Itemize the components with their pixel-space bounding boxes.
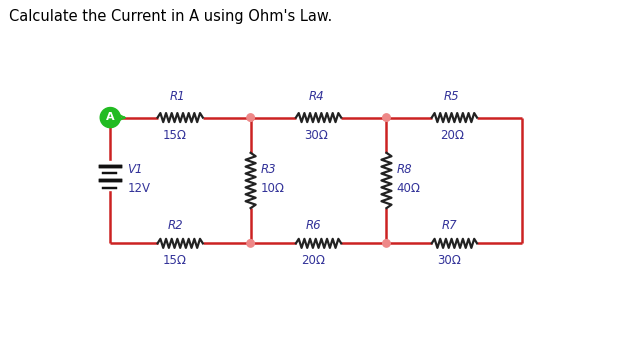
Text: 10Ω: 10Ω (261, 181, 285, 194)
Circle shape (100, 107, 120, 128)
Text: 20Ω: 20Ω (440, 129, 464, 142)
Text: R3: R3 (261, 163, 276, 176)
Text: R4: R4 (309, 91, 324, 104)
Text: Calculate the Current in A using Ohm's Law.: Calculate the Current in A using Ohm's L… (9, 9, 333, 24)
Text: 12V: 12V (128, 181, 151, 194)
Circle shape (383, 240, 390, 247)
Circle shape (383, 114, 390, 121)
Text: R6: R6 (305, 219, 322, 232)
Circle shape (247, 114, 254, 121)
Text: V1: V1 (128, 163, 143, 176)
Text: 15Ω: 15Ω (163, 254, 187, 267)
Circle shape (247, 240, 254, 247)
Text: 15Ω: 15Ω (163, 129, 187, 142)
Text: R5: R5 (444, 91, 460, 104)
Text: R7: R7 (442, 219, 457, 232)
Text: 30Ω: 30Ω (437, 254, 462, 267)
Text: R2: R2 (167, 219, 183, 232)
Text: R1: R1 (170, 91, 185, 104)
Text: A: A (106, 112, 114, 122)
Text: 20Ω: 20Ω (302, 254, 325, 267)
Text: 30Ω: 30Ω (304, 129, 328, 142)
Text: R8: R8 (397, 163, 412, 176)
Text: 40Ω: 40Ω (397, 181, 420, 194)
